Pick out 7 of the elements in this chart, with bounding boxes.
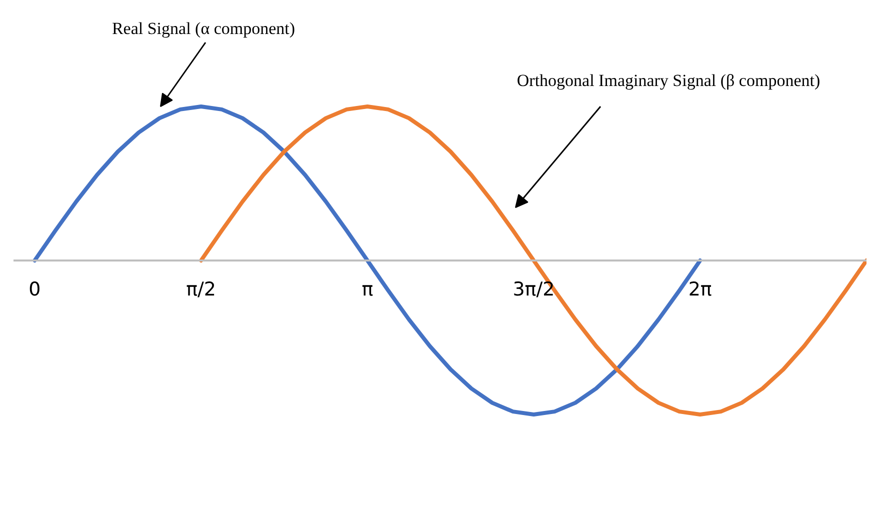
x-tick-label: 2π [688, 278, 712, 300]
x-tick-label: 3π/2 [512, 278, 555, 300]
x-tick-label: π [362, 278, 374, 300]
text: Orthogonal Imaginary Signal (β component) [516, 71, 820, 90]
x-tick-label: 0 [28, 278, 41, 300]
x-tick-label: π/2 [186, 278, 216, 300]
text: Real Signal (α component) [112, 19, 296, 38]
